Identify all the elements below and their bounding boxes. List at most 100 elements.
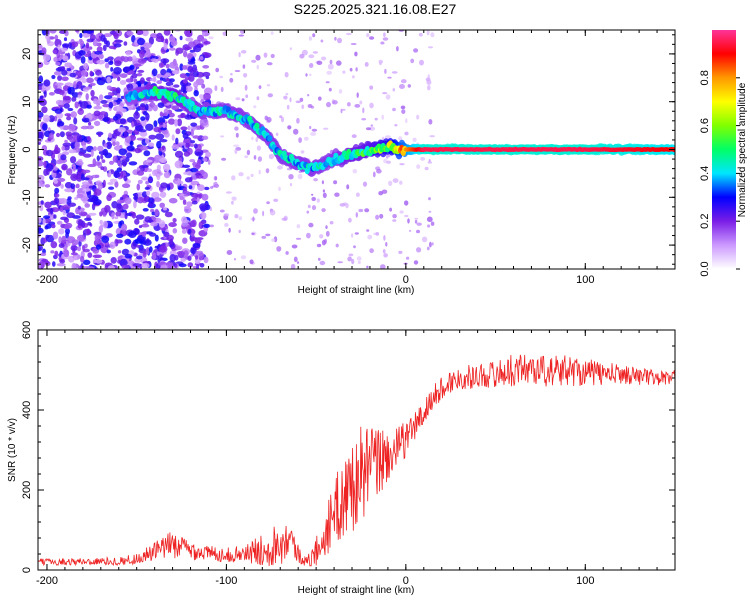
spectrogram-cell xyxy=(107,181,114,185)
spectrogram-cell xyxy=(399,210,404,214)
spectrogram-cell xyxy=(250,173,254,178)
spectrogram-cell xyxy=(43,79,51,87)
spectrogram-cell xyxy=(77,91,83,96)
spectrogram-cell xyxy=(311,205,317,211)
spectrogram-cell xyxy=(266,84,271,87)
spectrogram-cell xyxy=(77,94,82,99)
spectrogram-cell xyxy=(38,75,44,83)
colorbar-tick-label: 0.6 xyxy=(699,118,711,133)
spectrogram-cell xyxy=(137,37,145,46)
spectrogram-cell xyxy=(230,73,233,76)
snr-y-axis-label: SNR (10 * v/v) xyxy=(7,418,18,482)
y-tick-label: 400 xyxy=(21,401,33,419)
spectrogram-cell xyxy=(209,206,212,212)
spectrogram-cell xyxy=(112,141,116,147)
spectrogram-cell xyxy=(61,145,66,151)
spectrogram-cell xyxy=(367,234,373,240)
spectrogram-cell xyxy=(316,198,320,203)
spectrogram-cell xyxy=(187,60,196,65)
spectrogram-cell xyxy=(398,136,403,141)
spectrogram-cell xyxy=(66,68,72,72)
spectrogram-cell xyxy=(126,31,134,36)
spectrogram-cell xyxy=(412,137,417,142)
spectrogram-cell xyxy=(386,160,391,164)
spectrogram-cell xyxy=(177,118,182,127)
spectrogram-cell xyxy=(258,169,261,175)
spectrogram-cell xyxy=(148,134,157,140)
spectrogram-cell xyxy=(356,192,360,197)
spectrogram-cell xyxy=(369,126,376,131)
spectrogram-cell xyxy=(190,122,198,127)
spectrogram-cell xyxy=(128,106,133,111)
spectrogram-cell xyxy=(429,241,432,248)
spectrogram-cell xyxy=(100,224,104,228)
spectrogram-cell xyxy=(340,108,343,114)
spectrogram-cell xyxy=(68,124,76,132)
spectrogram-cell xyxy=(190,233,195,237)
spectrogram-cell xyxy=(68,149,77,154)
spectrogram-cell xyxy=(116,199,125,204)
spectrogram-cell xyxy=(150,209,155,213)
spectrogram-cell xyxy=(122,203,129,210)
spectrogram-cell xyxy=(116,204,124,213)
spectrogram-cell xyxy=(146,159,153,163)
spectrogram-cell xyxy=(319,234,324,239)
spectrogram-cell xyxy=(202,65,210,69)
spectrogram-cell xyxy=(64,62,73,68)
spectrogram-cell xyxy=(146,231,154,235)
spectrogram-cell xyxy=(351,134,357,139)
spectrogram-cell xyxy=(385,242,388,247)
spectrogram-cell xyxy=(201,83,206,89)
spectrogram-cell xyxy=(79,32,83,39)
spectrogram-cell xyxy=(94,120,101,127)
spectrogram-cell xyxy=(225,191,232,194)
spectrogram-cell xyxy=(431,242,434,246)
spectrogram-cell xyxy=(158,220,166,228)
spectrogram-cell xyxy=(231,175,236,181)
spectrogram-cell xyxy=(168,222,177,228)
spectrogram-cell xyxy=(59,206,64,213)
spectrogram-cell xyxy=(306,210,310,214)
spectrogram-cell xyxy=(391,71,398,74)
spectrogram-cell xyxy=(190,253,194,257)
spectrogram-cell xyxy=(119,144,123,148)
x-tick-label: 100 xyxy=(576,274,594,286)
spectrogram-cell xyxy=(122,183,131,188)
spectrogram-cell xyxy=(182,79,188,84)
spectrogram-cell xyxy=(386,154,389,159)
spectrogram-cell xyxy=(374,117,378,121)
spectrogram-cell xyxy=(133,78,138,83)
spectrogram-cell xyxy=(354,51,358,57)
spectrogram-cell xyxy=(64,188,74,193)
spectrogram-cell xyxy=(182,199,187,205)
spectrogram-cell xyxy=(89,70,94,77)
spectrogram-cell xyxy=(326,101,331,108)
spectrogram-cell xyxy=(70,183,76,190)
spectrogram-cell xyxy=(79,101,89,109)
spectrogram-cell xyxy=(375,214,380,220)
spectrogram-cell xyxy=(136,170,145,176)
spectrogram-cell xyxy=(158,245,168,253)
spectrogram-cell xyxy=(136,183,141,191)
spectrogram-cell xyxy=(202,71,211,77)
spectrogram-cell xyxy=(276,246,282,252)
spectrogram-cell xyxy=(234,148,238,155)
spectrogram-cell xyxy=(253,155,257,160)
spectrogram-cell xyxy=(381,114,385,120)
spectrogram-cell xyxy=(209,224,214,228)
spectrogram-cell xyxy=(85,77,94,84)
spectrogram-cell xyxy=(359,100,363,105)
spectrogram-cell xyxy=(143,42,152,49)
spectrogram-cell xyxy=(38,174,45,181)
spectrogram-cell xyxy=(168,95,174,102)
spectrogram-cell xyxy=(333,180,338,185)
spectrogram-cell xyxy=(76,81,83,89)
spectrogram-cell xyxy=(356,92,359,98)
x-tick-label: -100 xyxy=(215,274,237,286)
spectrogram-cell xyxy=(307,104,313,108)
spectrogram-cell xyxy=(160,182,168,189)
spectrogram-cell xyxy=(173,84,180,88)
spectrogram-cell xyxy=(376,169,382,174)
spectrogram-cell xyxy=(126,145,135,152)
spectrogram-cell xyxy=(184,46,192,50)
